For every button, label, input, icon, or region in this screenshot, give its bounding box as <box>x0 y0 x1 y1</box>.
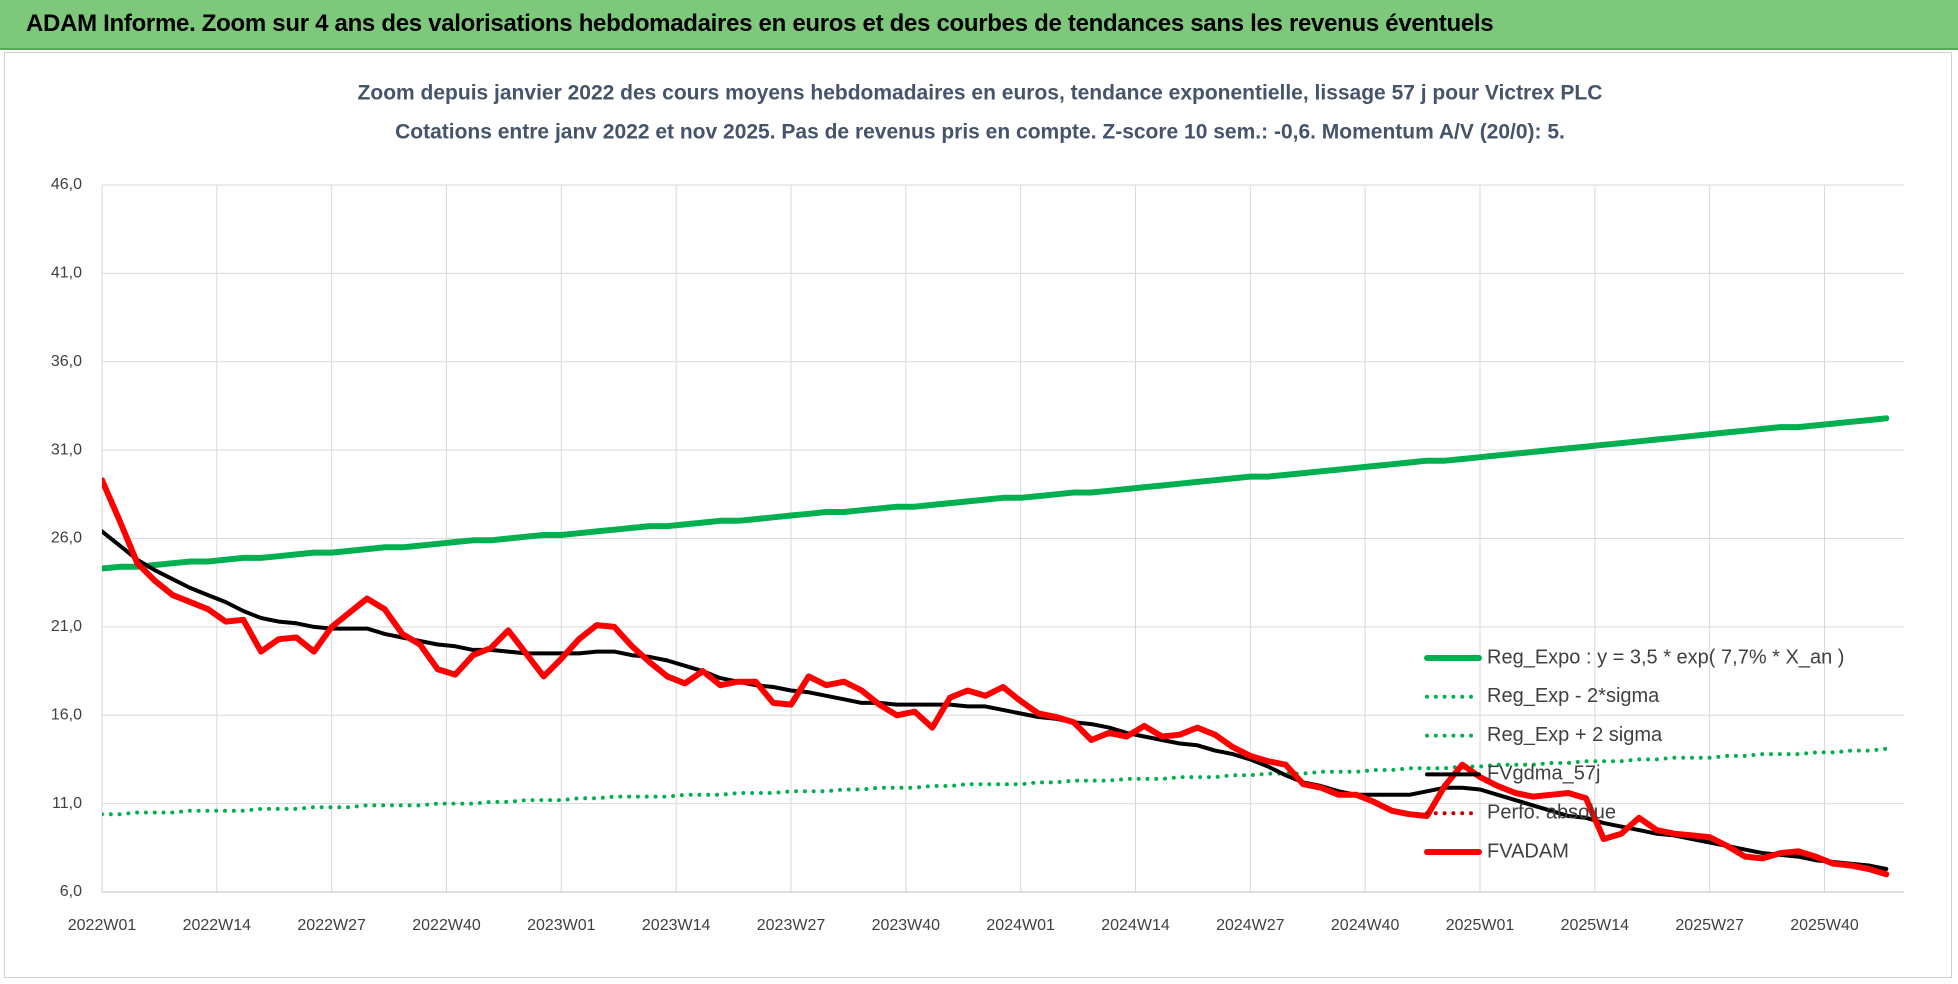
y-tick-label: 6,0 <box>60 883 82 900</box>
x-tick-label: 2022W01 <box>68 917 137 934</box>
x-tick-label: 2024W27 <box>1216 917 1285 934</box>
y-tick-label: 21,0 <box>51 618 82 635</box>
legend-label: FVADAM <box>1487 840 1569 862</box>
x-tick-label: 2025W27 <box>1675 917 1744 934</box>
header-title: ADAM Informe. Zoom sur 4 ans des valoris… <box>26 10 1494 37</box>
y-tick-label: 26,0 <box>51 530 82 547</box>
y-tick-label: 46,0 <box>51 176 82 193</box>
series-line <box>102 477 1890 878</box>
x-tick-label: 2022W40 <box>412 917 481 934</box>
legend-label: Reg_Exp + 2 sigma <box>1487 724 1663 746</box>
series-line <box>102 415 1890 572</box>
chart-frame <box>4 52 1952 978</box>
x-tick-label: 2024W14 <box>1101 917 1170 934</box>
chart-title: Zoom depuis janvier 2022 des cours moyen… <box>358 82 1603 105</box>
series-line <box>102 746 1889 817</box>
legend-label: Reg_Exp - 2*sigma <box>1487 685 1660 707</box>
x-tick-label: 2024W01 <box>986 917 1055 934</box>
x-tick-label: 2022W14 <box>183 917 252 934</box>
legend-label: Reg_Expo : y = 3,5 * exp( 7,7% * X_an ) <box>1487 646 1844 668</box>
plot-lines <box>102 415 1890 878</box>
y-tick-label: 41,0 <box>51 265 82 282</box>
header-bar: ADAM Informe. Zoom sur 4 ans des valoris… <box>0 0 1958 50</box>
legend-label: FVgdma_57j <box>1487 763 1600 785</box>
x-tick-label: 2023W01 <box>527 917 596 934</box>
y-tick-label: 31,0 <box>51 441 82 458</box>
x-tick-label: 2023W27 <box>757 917 826 934</box>
x-tick-label: 2022W27 <box>297 917 366 934</box>
series-line <box>102 529 1889 871</box>
x-tick-label: 2023W40 <box>872 917 941 934</box>
x-tick-label: 2025W01 <box>1446 917 1515 934</box>
chart-subtitle: Cotations entre janv 2022 et nov 2025. P… <box>395 121 1565 144</box>
legend-label: Perfo. absolue <box>1487 801 1616 823</box>
y-tick-label: 11,0 <box>52 795 82 812</box>
x-tick-label: 2025W14 <box>1561 917 1630 934</box>
y-tick-label: 16,0 <box>51 706 82 723</box>
x-tick-label: 2025W40 <box>1790 917 1859 934</box>
x-tick-label: 2023W14 <box>642 917 711 934</box>
x-tick-label: 2024W40 <box>1331 917 1400 934</box>
y-tick-label: 36,0 <box>51 353 82 370</box>
